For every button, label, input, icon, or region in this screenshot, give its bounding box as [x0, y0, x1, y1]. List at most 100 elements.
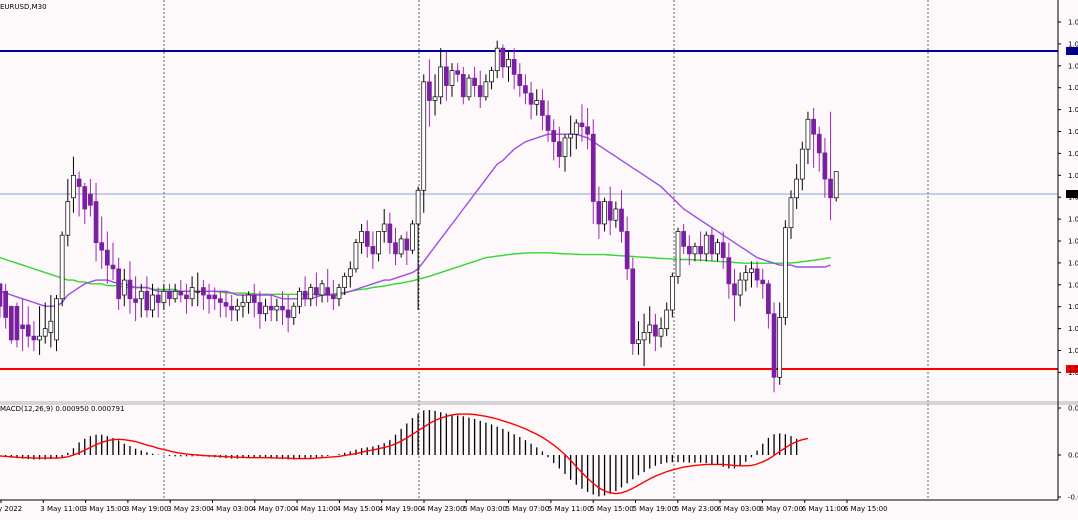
- time-tick-label: 4 May 15:00: [336, 505, 380, 513]
- candle: [624, 216, 630, 281]
- candle-body: [359, 231, 364, 244]
- candle-body: [25, 324, 31, 337]
- candle: [263, 298, 268, 322]
- candle: [161, 283, 167, 310]
- candle-body: [161, 290, 167, 303]
- candle: [455, 63, 460, 82]
- candle: [319, 280, 325, 303]
- candle-body: [59, 234, 65, 300]
- candle-body: [703, 234, 709, 255]
- candle-body: [483, 81, 489, 98]
- candle-body: [201, 287, 206, 296]
- candle-body: [133, 298, 138, 303]
- candle-body: [449, 70, 455, 86]
- candle-body: [477, 85, 483, 98]
- candle-body: [573, 122, 579, 135]
- candle: [692, 242, 698, 262]
- candle: [359, 223, 364, 254]
- time-tick-label: 6 May 07:00: [759, 505, 803, 513]
- candle: [127, 261, 133, 314]
- candle: [246, 291, 251, 314]
- candle: [393, 227, 398, 266]
- candle-body: [444, 66, 449, 86]
- candle-body: [364, 231, 370, 247]
- price-tick-label: 1.0: [1068, 19, 1078, 27]
- candle: [523, 74, 528, 105]
- candle-body: [562, 137, 568, 157]
- time-tick-label: 6 May 15:00: [844, 505, 888, 513]
- candle-body: [65, 201, 71, 236]
- time-tick-label: 4 May 19:00: [379, 505, 423, 513]
- candle-body: [82, 186, 88, 210]
- candle-body: [726, 257, 732, 285]
- candle: [743, 265, 749, 292]
- horizontal-levels: [0, 50, 1058, 370]
- candle: [460, 66, 466, 105]
- price-tick-label: 1.0: [1068, 216, 1078, 224]
- candle-body: [48, 320, 54, 333]
- candle-body: [189, 287, 195, 300]
- candle-body: [596, 201, 602, 225]
- panel-separator[interactable]: [0, 401, 1078, 405]
- candle-body: [545, 115, 551, 131]
- candle-body: [805, 118, 811, 150]
- candle: [562, 134, 568, 172]
- candle-body: [766, 283, 771, 315]
- candle: [686, 235, 692, 266]
- candle: [444, 51, 449, 101]
- candle: [229, 295, 234, 322]
- candle-body: [466, 77, 472, 98]
- candle-body: [218, 298, 223, 303]
- candle: [472, 66, 477, 97]
- candle-body: [381, 223, 387, 232]
- candle: [280, 291, 285, 325]
- time-tick-label: 6 May 11:00: [802, 505, 846, 513]
- price-tag-label: 1.0: [1068, 191, 1078, 199]
- price-tag-box: [1066, 190, 1078, 198]
- candle-body: [743, 272, 749, 281]
- candle: [31, 321, 37, 352]
- candle: [551, 119, 557, 161]
- candle-body: [664, 309, 670, 330]
- candle-body: [816, 133, 822, 154]
- candle-body: [455, 70, 460, 75]
- ma-fast-line: [0, 133, 831, 307]
- candle-body: [534, 100, 540, 105]
- price-tick-label: 1.0: [1068, 62, 1078, 70]
- candle-body: [585, 126, 590, 135]
- candle-body: [155, 294, 161, 303]
- candle: [3, 283, 9, 329]
- price-tick-label: 1.0: [1068, 238, 1078, 246]
- candle: [556, 126, 562, 168]
- candle: [528, 81, 534, 120]
- candle: [387, 212, 393, 254]
- candle-body: [432, 96, 438, 101]
- candle-body: [658, 328, 664, 337]
- candle: [189, 276, 195, 307]
- candle-body: [8, 305, 14, 341]
- candle: [596, 186, 602, 239]
- candle-body: [223, 302, 229, 307]
- moving-averages: [0, 133, 831, 307]
- candle: [788, 190, 794, 239]
- time-tick-label: 5 May 03:00: [463, 505, 507, 513]
- price-tag-label: 1.0: [1068, 366, 1078, 374]
- candle-body: [709, 234, 715, 255]
- candle: [630, 257, 636, 355]
- candle: [37, 306, 42, 355]
- candle-body: [387, 223, 393, 244]
- candle-body: [415, 189, 421, 225]
- macd-signal-line: [0, 413, 809, 495]
- candle: [794, 164, 800, 209]
- candle-body: [551, 130, 557, 143]
- candle: [178, 280, 184, 303]
- candle-body: [636, 339, 641, 344]
- candle: [466, 74, 472, 101]
- candle: [477, 70, 483, 109]
- candle: [116, 257, 122, 310]
- price-tick-label: 1.0: [1068, 150, 1078, 158]
- vertical-gridlines: [163, 0, 929, 500]
- candle-body: [251, 294, 257, 303]
